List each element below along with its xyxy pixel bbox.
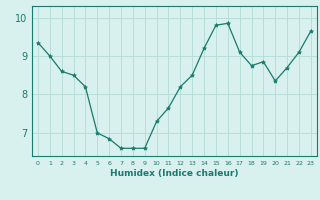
- X-axis label: Humidex (Indice chaleur): Humidex (Indice chaleur): [110, 169, 239, 178]
